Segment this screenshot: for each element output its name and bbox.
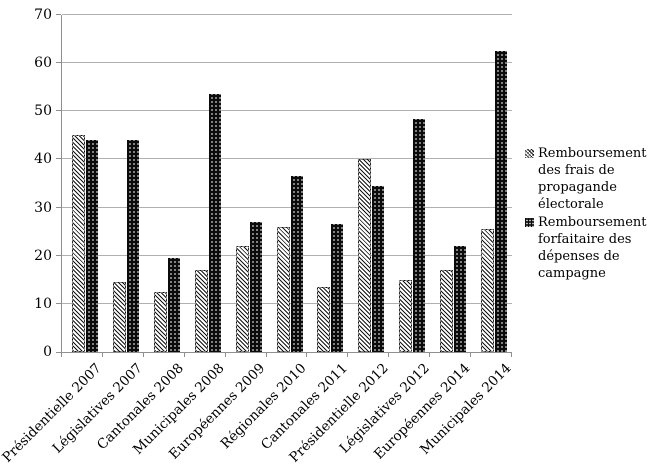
category-group — [389, 15, 430, 352]
x-axis-tick-mark — [101, 353, 103, 357]
bar-diagonal-hatch — [194, 270, 208, 352]
x-axis-tick-mark — [183, 353, 185, 357]
x-axis-tick-mark — [61, 353, 62, 357]
legend-text-line: propagande — [538, 180, 617, 195]
x-axis-tick-mark — [142, 353, 144, 357]
legend-text-line: forfaitaire des — [538, 232, 632, 247]
category-group — [471, 15, 512, 352]
gridline-40 — [62, 158, 512, 160]
category-group — [267, 15, 308, 352]
y-axis-tick-label: 30 — [34, 199, 52, 216]
x-axis-tick-mark — [511, 353, 512, 357]
bar-black-dotted — [413, 118, 426, 352]
legend-text-line: Remboursement — [538, 146, 647, 161]
y-axis-tick-label: 40 — [34, 151, 52, 168]
y-axis-tick-mark — [56, 62, 61, 64]
y-axis-tick-label: 20 — [34, 247, 52, 264]
y-axis-tick-mark — [56, 14, 61, 15]
bar-black-dotted — [372, 185, 385, 352]
category-group — [348, 15, 389, 352]
x-axis-tick-mark — [429, 353, 431, 357]
legend-text-line: dépenses de — [538, 249, 620, 264]
y-axis-tick-label: 70 — [34, 7, 52, 23]
x-axis-tick-mark — [388, 353, 390, 357]
legend-text-line: campagne — [538, 266, 606, 281]
bar-diagonal-hatch — [235, 246, 249, 352]
bar-black-dotted — [290, 176, 303, 352]
chart-legend: Remboursement des frais de propagande élect… — [524, 145, 650, 283]
gridline-50 — [62, 110, 512, 112]
legend-entry: Remboursement des frais de propagande élect… — [524, 145, 650, 213]
legend-swatch-diagonal-hatch-icon — [525, 149, 534, 158]
category-group — [307, 15, 348, 352]
x-axis-tick-mark — [347, 353, 349, 357]
bar-diagonal-hatch — [481, 229, 495, 352]
y-axis-tick-mark — [56, 254, 61, 256]
bar-diagonal-hatch — [276, 226, 290, 352]
gridline-60 — [62, 62, 512, 64]
category-group — [226, 15, 267, 352]
category-group — [62, 15, 103, 352]
bar-black-dotted — [208, 94, 221, 352]
category-group — [430, 15, 471, 352]
bar-black-dotted — [167, 258, 180, 352]
bar-diagonal-hatch — [112, 282, 126, 352]
category-group — [185, 15, 226, 352]
category-group — [103, 15, 144, 352]
legend-text-line: des frais de — [538, 163, 615, 178]
plot-area — [61, 14, 512, 353]
y-axis-tick-mark — [56, 110, 61, 112]
bar-black-dotted — [249, 222, 262, 352]
x-axis-tick-mark — [470, 353, 472, 357]
gridline-30 — [62, 206, 512, 208]
gridline-70 — [62, 14, 512, 15]
y-axis-tick-mark — [56, 302, 61, 304]
bar-diagonal-hatch — [358, 159, 372, 352]
y-axis-tick-label: 50 — [34, 103, 52, 120]
bar-diagonal-hatch — [317, 287, 331, 352]
legend-entry: Remboursement forfaitaire des dépenses de c… — [524, 214, 650, 282]
y-axis-tick-mark — [56, 158, 61, 160]
bar-black-dotted — [331, 224, 344, 352]
y-axis-tick-label: 60 — [34, 55, 52, 72]
bar-black-dotted — [495, 51, 508, 352]
y-axis-tick-label: 0 — [43, 344, 52, 360]
bar-black-dotted — [126, 140, 139, 352]
bar-black-dotted — [86, 140, 98, 352]
x-axis-tick-mark — [306, 353, 308, 357]
x-axis-tick-mark — [265, 353, 267, 357]
legend-text-line: Remboursement — [538, 215, 647, 230]
y-axis-tick-mark — [56, 352, 61, 353]
legend-swatch-black-dotted-icon — [525, 218, 534, 227]
bar-diagonal-hatch — [72, 135, 85, 352]
bar-diagonal-hatch — [153, 291, 167, 352]
y-axis-tick-label: 10 — [34, 295, 52, 312]
bar-diagonal-hatch — [440, 270, 454, 352]
bar-black-dotted — [454, 246, 467, 352]
bar-diagonal-hatch — [399, 279, 413, 352]
category-group — [144, 15, 185, 352]
legend-text-line: électorale — [538, 197, 604, 212]
x-axis-tick-mark — [224, 353, 226, 357]
y-axis-tick-mark — [56, 206, 61, 208]
